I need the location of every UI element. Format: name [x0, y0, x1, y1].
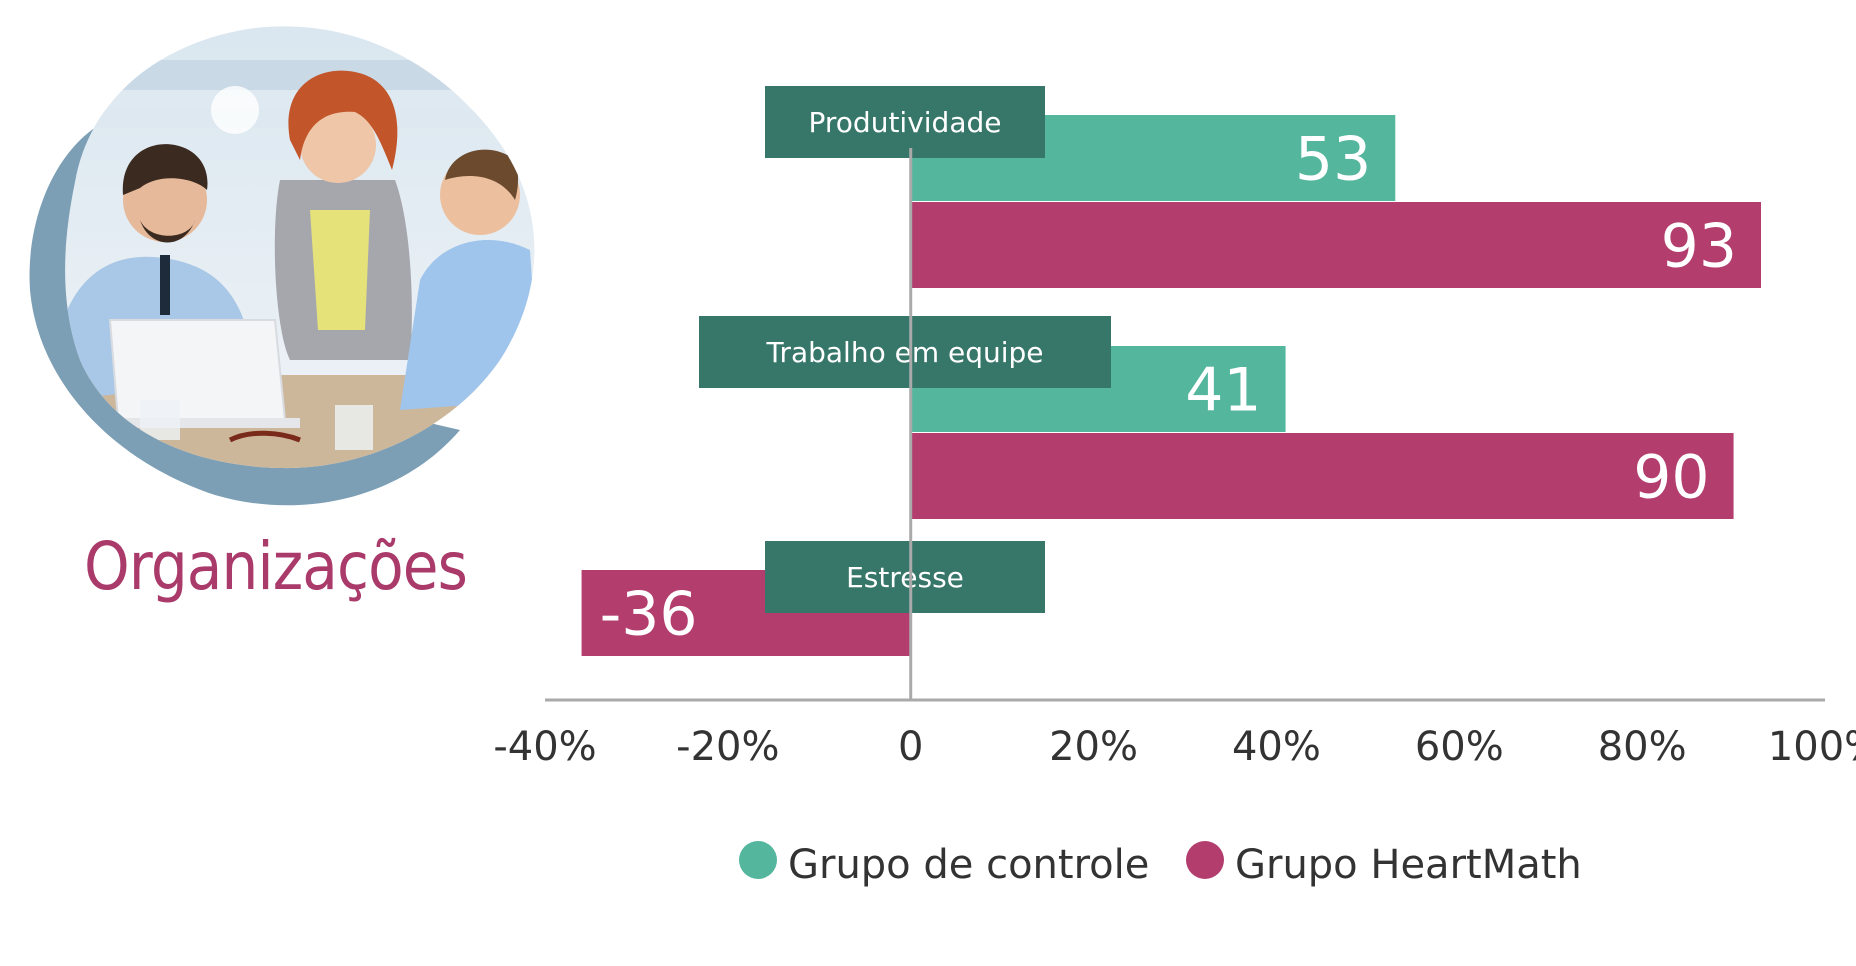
x-tick-label-1: -20% — [676, 724, 779, 770]
bar-heartmath-1 — [910, 433, 1734, 519]
x-tick-label-7: 100% — [1768, 724, 1856, 770]
x-tick-label-4: 40% — [1232, 724, 1321, 770]
category-tags-layer: Produtividade Trabalho em equipe Estresse — [699, 86, 1111, 613]
section-title: Organizações — [84, 528, 468, 605]
bar-heartmath-0 — [910, 202, 1761, 288]
value-label-control-0: 53 — [1295, 125, 1371, 195]
category-label-1: Trabalho em equipe — [765, 336, 1043, 369]
category-tag-2 — [765, 541, 1045, 613]
value-label-heartmath-2: -36 — [600, 580, 698, 650]
value-label-heartmath-0: 93 — [1661, 212, 1737, 282]
legend-label-control: Grupo de controle — [788, 842, 1149, 888]
legend-label-heartmath: Grupo HeartMath — [1235, 842, 1582, 888]
category-tag-0 — [765, 86, 1045, 158]
category-tag-1 — [699, 316, 1111, 388]
x-tick-label-2: 0 — [898, 724, 923, 770]
value-label-heartmath-1: 90 — [1633, 443, 1709, 513]
x-tick-label-0: -40% — [493, 724, 596, 770]
legend: Grupo de controle Grupo HeartMath — [739, 841, 1582, 888]
photo-panel — [0, 0, 560, 520]
category-label-0: Produtividade — [809, 106, 1002, 139]
x-tick-label-6: 80% — [1598, 724, 1687, 770]
value-label-control-1: 41 — [1185, 356, 1261, 426]
legend-swatch-heartmath — [1186, 841, 1224, 879]
legend-swatch-control — [739, 841, 777, 879]
x-tick-label-3: 20% — [1049, 724, 1138, 770]
x-tick-label-5: 60% — [1415, 724, 1504, 770]
axis-layer: -40% -20% 0 20% 40% 60% 80% 100% — [493, 148, 1856, 770]
category-label-2: Estresse — [846, 561, 964, 594]
